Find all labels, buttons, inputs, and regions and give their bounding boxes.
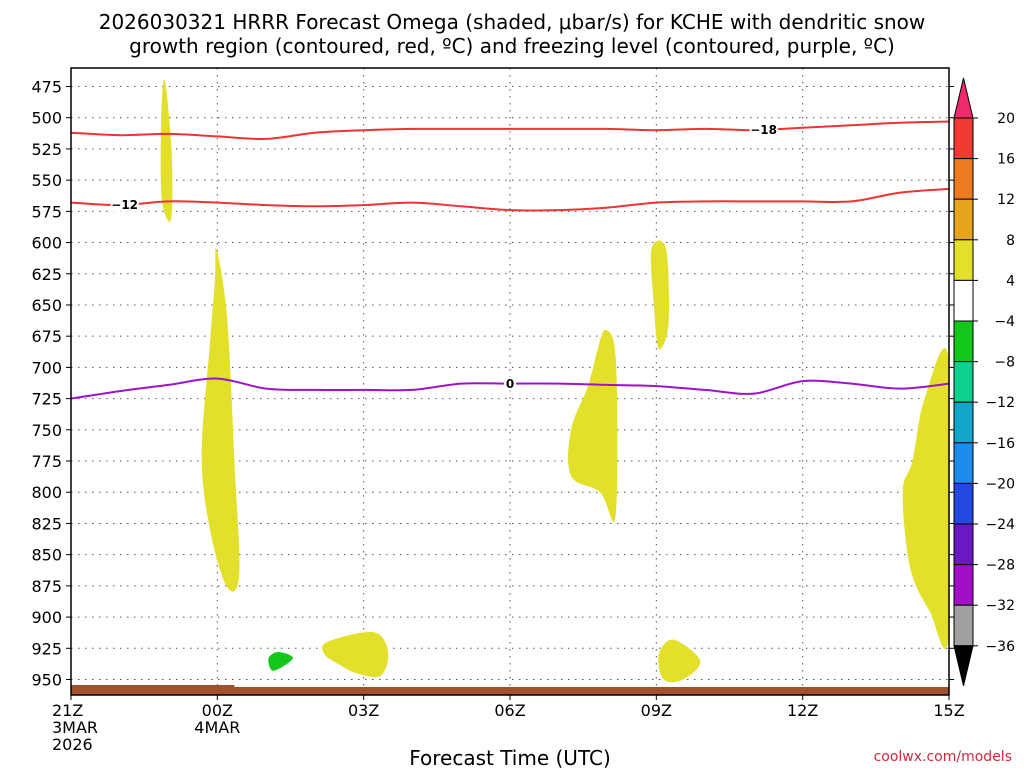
colorbar-label: −24: [985, 517, 1015, 533]
colorbar-segment: [953, 320, 974, 363]
y-tick-label: 875: [31, 577, 62, 596]
chart-title-line-2: growth region (contoured, red, ºC) and f…: [129, 34, 895, 58]
y-tick-label: 850: [31, 546, 62, 565]
y-tick-label: 900: [31, 608, 62, 627]
omega-region: [160, 79, 173, 222]
omega-region: [658, 639, 701, 683]
y-tick-label: 475: [31, 78, 62, 97]
y-tick-label: 650: [31, 296, 62, 315]
omega-shading: [160, 79, 949, 683]
plot-area: −18 −12 0: [71, 68, 949, 695]
colorbar-bottom-arrow: [953, 645, 974, 686]
colorbar-segment: [953, 239, 974, 281]
x-axis-label: Forecast Time (UTC): [409, 746, 611, 768]
colorbar: 20 16 12 8 4 −4 −8 −12 −16 −20 −24 −28 −32 −36: [953, 77, 1015, 686]
omega-region: [268, 652, 293, 671]
x-tick-label: 2026: [52, 735, 93, 754]
colorbar-segment: [953, 361, 974, 403]
x-tick-label: 12Z: [787, 701, 818, 720]
y-tick-label: 775: [31, 452, 62, 471]
colorbar-label: −4: [994, 314, 1015, 330]
terrain-bump: [71, 684, 235, 688]
watermark: coolwx.com/models: [874, 749, 1012, 765]
colorbar-label: −16: [985, 436, 1015, 452]
y-tick-label: 675: [31, 327, 62, 346]
colorbar-label: 8: [1006, 233, 1015, 249]
colorbar-label: 16: [997, 152, 1015, 168]
contour-label-bg: [504, 376, 516, 391]
y-tick-label: 950: [31, 671, 62, 690]
y-tick-label: 725: [31, 390, 62, 409]
contour-label: −12: [111, 198, 138, 212]
y-tick-label: 825: [31, 514, 62, 533]
colorbar-label: 12: [997, 192, 1015, 208]
colorbar-label: −20: [985, 476, 1015, 492]
x-tick-label: 00Z: [202, 701, 233, 720]
y-tick-label: 500: [31, 109, 62, 128]
colorbar-segment: [953, 482, 974, 525]
colorbar-segment: [953, 279, 974, 322]
colorbar-segment: [953, 158, 974, 200]
y-tick-label: 800: [31, 483, 62, 502]
contour-label: −18: [750, 123, 777, 137]
omega-region: [201, 247, 240, 592]
colorbar-segment: [953, 604, 974, 647]
colorbar-segment: [953, 442, 974, 484]
chart-title-line-1: 2026030321 HRRR Forecast Omega (shaded, …: [99, 10, 926, 34]
colorbar-segment: [953, 401, 974, 444]
x-tick-label: 06Z: [494, 701, 525, 720]
y-tick-label: 550: [31, 171, 62, 190]
contour-label: 0: [506, 377, 514, 391]
contour-label-bg: [110, 197, 139, 212]
y-tick-label: 525: [31, 140, 62, 159]
omega-region: [568, 329, 618, 522]
contour-line: [71, 187, 949, 212]
y-tick-label: 700: [31, 358, 62, 377]
y-tick-label: 625: [31, 265, 62, 284]
y-tick-label: 600: [31, 234, 62, 253]
x-tick-label: 09Z: [641, 701, 672, 720]
colorbar-segment: [953, 198, 974, 241]
x-tick-label: 03Z: [348, 701, 379, 720]
colorbar-segment: [953, 564, 974, 606]
terrain-fill: [71, 686, 949, 695]
x-tick-label: 15Z: [933, 701, 964, 720]
y-axis: 475 500 525 550 575 600 625 650 675 700 725 750 775 8…: [31, 78, 954, 690]
omega-region: [650, 240, 670, 350]
colorbar-segment: [953, 117, 974, 160]
colorbar-label: −32: [985, 598, 1015, 614]
y-tick-label: 925: [31, 639, 62, 658]
x-tick-label: 4MAR: [194, 718, 240, 737]
colorbar-label: −12: [985, 395, 1015, 411]
omega-region: [902, 348, 949, 649]
colorbar-label: 20: [997, 111, 1015, 127]
temperature-contours: −18 −12 0: [71, 120, 949, 400]
colorbar-segment: [953, 523, 974, 566]
y-tick-label: 575: [31, 202, 62, 221]
colorbar-label: −28: [985, 558, 1015, 574]
contour-line: [71, 120, 949, 141]
colorbar-label: −8: [994, 355, 1015, 371]
colorbar-top-arrow: [953, 77, 974, 119]
omega-region: [322, 631, 389, 678]
colorbar-label: 4: [1006, 273, 1015, 289]
contour-label-bg: [749, 122, 778, 137]
terrain-surface: [71, 684, 949, 695]
colorbar-label: −36: [985, 639, 1015, 655]
y-tick-label: 750: [31, 421, 62, 440]
x-tick-label: 3MAR: [52, 718, 98, 737]
x-tick-label: 21Z: [52, 701, 83, 720]
